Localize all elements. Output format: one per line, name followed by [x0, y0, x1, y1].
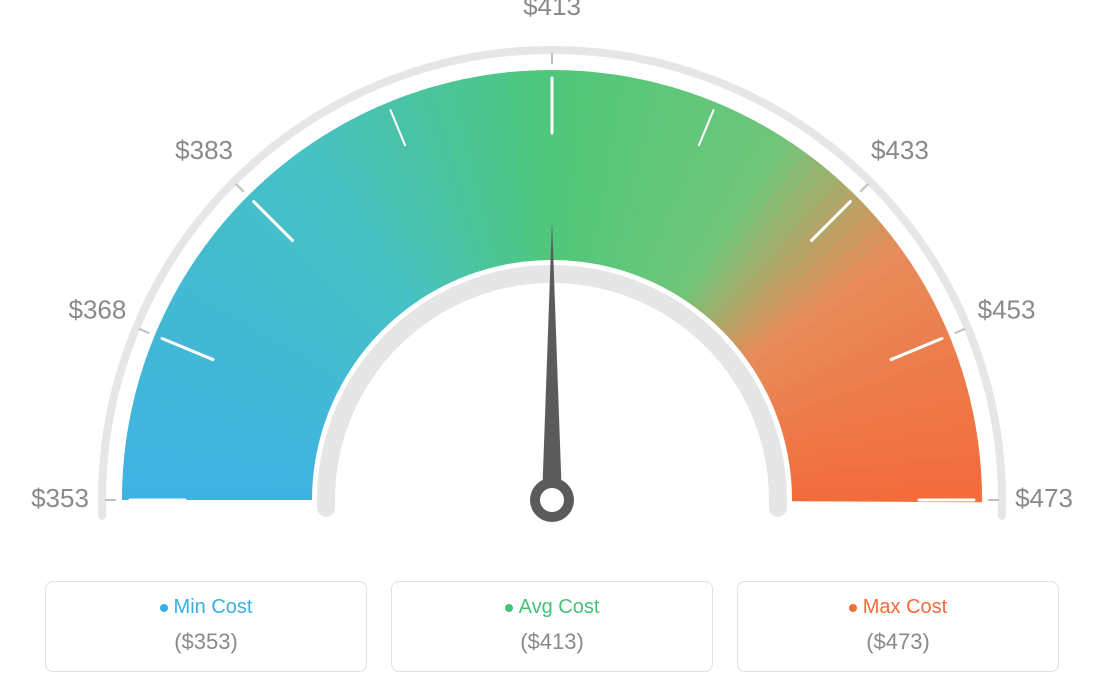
- legend-label-text: Max Cost: [863, 596, 947, 619]
- legend-value: ($413): [392, 629, 712, 655]
- legend-dot-icon: [849, 604, 857, 612]
- legend-label: Min Cost: [160, 596, 253, 619]
- legend-item: Avg Cost ($413): [391, 581, 713, 672]
- legend-item: Min Cost ($353): [45, 581, 367, 672]
- legend-dot-icon: [505, 604, 513, 612]
- gauge-tick-label: $473: [1015, 483, 1073, 513]
- gauge-needle: [530, 220, 574, 522]
- gauge-tick-label: $368: [69, 295, 127, 325]
- gauge-tick-label: $453: [978, 295, 1036, 325]
- gauge-tick-label: $413: [523, 0, 581, 21]
- legend-item: Max Cost ($473): [737, 581, 1059, 672]
- legend-label: Max Cost: [849, 596, 947, 619]
- gauge-chart: $353 $368 $383 $413 $433 $453 $473: [0, 0, 1104, 560]
- legend-label-text: Min Cost: [174, 596, 253, 619]
- cost-gauge-widget: $353 $368 $383 $413 $433 $453 $473 Min Cost ($3…: [0, 0, 1104, 690]
- gauge-tick-label: $433: [871, 135, 929, 165]
- legend-value: ($473): [738, 629, 1058, 655]
- legend-value: ($353): [46, 629, 366, 655]
- legend-dot-icon: [160, 604, 168, 612]
- legend-label: Avg Cost: [505, 596, 600, 619]
- legend: Min Cost ($353) Avg Cost ($413) Max Cost ($47…: [0, 581, 1104, 672]
- gauge-tick-label: $383: [175, 135, 233, 165]
- legend-label-text: Avg Cost: [519, 596, 600, 619]
- gauge-tick-label: $353: [31, 483, 89, 513]
